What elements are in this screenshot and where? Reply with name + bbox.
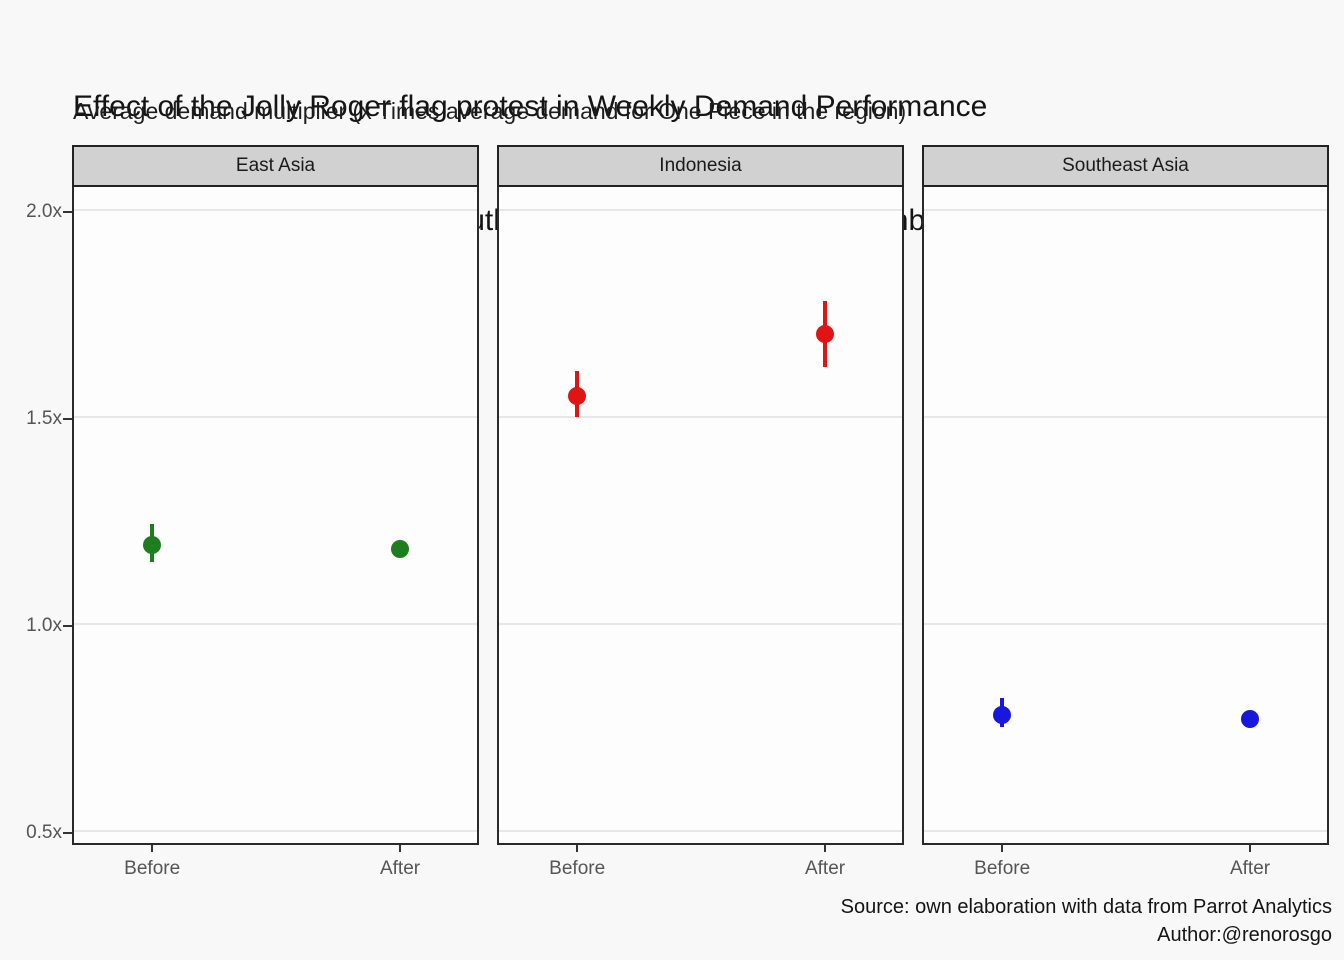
x-tick-label: Before: [549, 858, 606, 879]
data-point: [993, 705, 1012, 724]
x-tick-label: After: [1229, 858, 1271, 879]
x-axis-tick-mark: [1001, 845, 1004, 852]
y-axis-tick-mark: [63, 417, 72, 420]
data-point: [143, 536, 162, 555]
gridline: [924, 208, 1327, 211]
facet-strip: Southeast Asia: [922, 145, 1329, 187]
facet-strip-label: Southeast Asia: [1062, 155, 1189, 176]
data-point: [391, 540, 410, 559]
x-tick-label: After: [804, 858, 846, 879]
facet-panel: [497, 187, 904, 845]
x-axis-tick-mark: [824, 845, 827, 852]
caption-author: Author:@renorosgo: [1157, 924, 1332, 946]
caption: Source: own elaboration with data from P…: [841, 893, 1332, 949]
y-tick-label: 2.0x: [26, 200, 62, 222]
facet-strip: East Asia: [72, 145, 479, 187]
gridline: [924, 829, 1327, 832]
y-tick-label: 1.5x: [26, 407, 62, 429]
data-point: [1241, 709, 1260, 728]
y-tick-label: 1.0x: [26, 614, 62, 636]
y-axis-tick-mark: [63, 210, 72, 213]
gridline: [924, 415, 1327, 418]
x-axis-tick-mark: [151, 845, 154, 852]
gridline: [499, 415, 902, 418]
data-point: [568, 387, 587, 406]
x-tick-label: Before: [124, 858, 181, 879]
x-tick-label: After: [379, 858, 421, 879]
x-axis-tick-mark: [576, 845, 579, 852]
facet-strip: Indonesia: [497, 145, 904, 187]
y-tick-label: 0.5x: [26, 821, 62, 843]
gridline: [499, 622, 902, 625]
chart-title-line1: Effect of the Jolly Roger flag protest i…: [73, 90, 988, 123]
x-tick-label: Before: [974, 858, 1031, 879]
gridline: [74, 208, 477, 211]
facet-strip-label: Indonesia: [659, 155, 742, 176]
data-point: [816, 324, 835, 343]
chart-subtitle: Average demand multiplier (x Times avera…: [73, 98, 907, 124]
gridline: [74, 415, 477, 418]
gridline: [74, 829, 477, 832]
facet-panel: [922, 187, 1329, 845]
facet-panel: [72, 187, 479, 845]
x-axis-tick-mark: [1249, 845, 1252, 852]
caption-source: Source: own elaboration with data from P…: [840, 896, 1332, 918]
facet-strip-label: East Asia: [235, 155, 316, 176]
gridline: [499, 208, 902, 211]
y-axis-tick-mark: [63, 831, 72, 834]
gridline: [74, 622, 477, 625]
x-axis-tick-mark: [399, 845, 402, 852]
gridline: [499, 829, 902, 832]
y-axis-tick-mark: [63, 624, 72, 627]
gridline: [924, 622, 1327, 625]
